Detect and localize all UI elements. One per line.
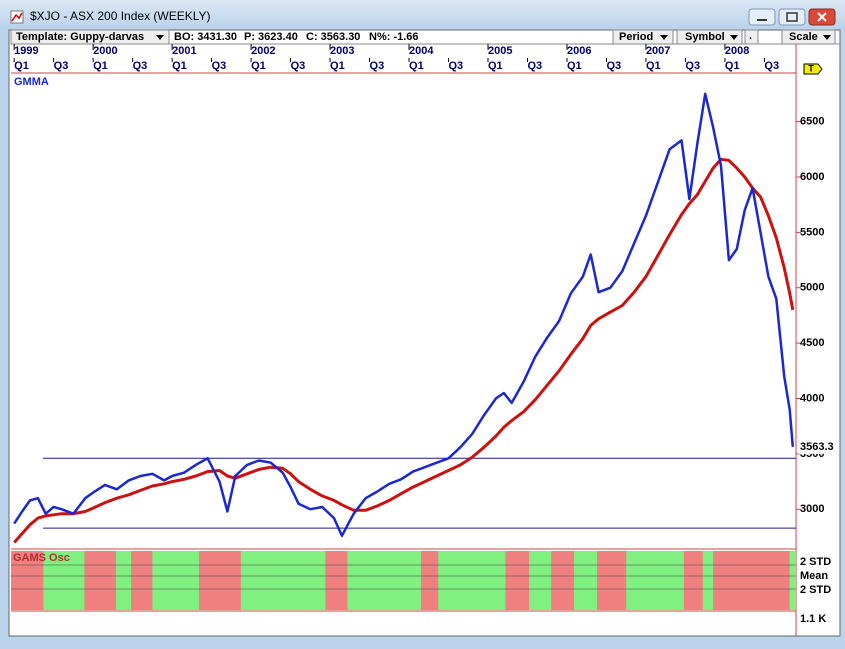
year-label: 2000 (93, 45, 117, 57)
dropdown-arrow (730, 35, 738, 40)
marker-label: T (808, 63, 814, 73)
quarter-label: Q3 (449, 60, 464, 72)
year-label: 1999 (14, 45, 38, 57)
series-line (13, 157, 795, 544)
quarter-label: Q3 (133, 60, 148, 72)
osc-red-zone (325, 551, 348, 610)
quarter-label: Q3 (606, 60, 621, 72)
volume-label: 1.1 K (800, 613, 826, 625)
price-box (798, 439, 838, 454)
quarter-label: Q1 (409, 60, 424, 72)
y-tick-label: 5500 (800, 226, 824, 238)
y-tick-label: 3000 (800, 503, 824, 515)
quarter-label: Q3 (370, 60, 385, 72)
quarter-label: Q3 (685, 60, 700, 72)
year-label: 2004 (409, 45, 434, 57)
year-label: 2005 (488, 45, 512, 57)
window-title: $XJO - ASX 200 Index (WEEKLY) (30, 9, 211, 23)
osc-upper: 2 STD (800, 556, 831, 568)
year-label: 2003 (330, 45, 354, 57)
quarter-label: Q1 (14, 60, 29, 72)
c-value: C: 3563.30 (306, 31, 360, 43)
title-bar (0, 0, 845, 30)
quarter-label: Q1 (172, 60, 187, 72)
dropdown-arrow (156, 35, 164, 40)
bo-value: BO: 3431.30 (174, 31, 237, 43)
osc-red-zone (713, 551, 790, 610)
chart-title: GMMA (14, 76, 49, 88)
quarter-label: Q1 (567, 60, 582, 72)
template-label: Template: Guppy-darvas (16, 31, 144, 43)
series-line (13, 92, 795, 538)
osc-red-zone (551, 551, 575, 610)
quarter-label: Q1 (251, 60, 266, 72)
y-tick-label: 6500 (800, 116, 824, 128)
y-tick-label: 4000 (800, 392, 824, 404)
symbol-label: Symbol (685, 31, 725, 43)
year-label: 2002 (251, 45, 275, 57)
osc-panel (11, 551, 796, 610)
osc-mean: Mean (800, 570, 828, 582)
quarter-label: Q3 (212, 60, 227, 72)
quarter-label: Q3 (54, 60, 69, 72)
period-label: Period (619, 31, 653, 43)
osc-red-zone (420, 551, 439, 610)
dropdown-arrow (823, 35, 831, 40)
osc-red-zone (131, 551, 153, 610)
quarter-label: Q1 (330, 60, 345, 72)
maximize-button[interactable] (778, 8, 806, 26)
close-glyph (817, 12, 827, 22)
osc-lower: 2 STD (800, 584, 831, 596)
y-tick-label: 5000 (800, 282, 824, 294)
scale-label: Scale (789, 31, 818, 43)
quarter-label: Q3 (291, 60, 306, 72)
y-tick-label: 6000 (800, 171, 824, 183)
price-label: 3563.3 (800, 441, 834, 453)
minimize-button[interactable] (748, 8, 776, 26)
osc-red-zone (198, 551, 241, 610)
n-value: N%: -1.66 (369, 31, 419, 43)
year-label: 2007 (646, 45, 670, 57)
quarter-label: Q1 (488, 60, 503, 72)
quarter-label: Q1 (725, 60, 740, 72)
dot-label: . (749, 30, 752, 42)
year-label: 2008 (725, 45, 749, 57)
quarter-label: Q1 (646, 60, 661, 72)
quarter-label: Q3 (527, 60, 542, 72)
p-value: P: 3623.40 (244, 31, 298, 43)
osc-red-zone (505, 551, 530, 610)
year-label: 2001 (172, 45, 196, 57)
dropdown-arrow (660, 35, 668, 40)
osc-red-zone (11, 551, 44, 610)
app-icon-line (11, 12, 23, 22)
osc-red-zone (84, 551, 117, 610)
y-tick-label: 4500 (800, 337, 824, 349)
osc-title: GAMS Osc (13, 552, 70, 564)
osc-red-zone (596, 551, 627, 610)
osc-red-zone (683, 551, 703, 610)
quarter-label: Q3 (764, 60, 779, 72)
maximize-glyph (786, 12, 798, 22)
client-area (8, 29, 841, 637)
quarter-label: Q1 (93, 60, 108, 72)
year-label: 2006 (567, 45, 591, 57)
marker-tag (803, 63, 823, 75)
